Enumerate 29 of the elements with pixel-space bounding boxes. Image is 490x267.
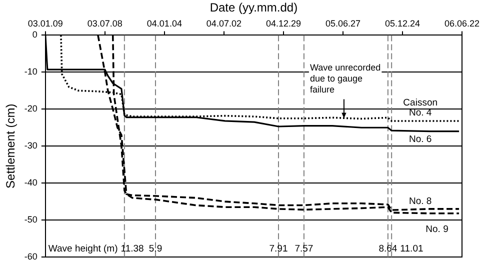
x-tick-label: 04.12.29 <box>266 18 301 28</box>
x-tick-label: 04.07.02 <box>206 18 242 28</box>
series-label: No. 8 <box>408 196 432 207</box>
x-tick-label: 05.06.27 <box>325 18 360 28</box>
series-label: Caisson No. 4 <box>403 98 438 119</box>
y-axis-title: Settlement (cm) <box>4 104 18 188</box>
ref-line-label: 7.91 <box>269 244 288 255</box>
annotation: Wave unrecorded due to gauge failure <box>310 62 381 95</box>
x-axis-title: Date (yy.mm.dd) <box>210 0 298 15</box>
series-label: No. 9 <box>426 224 448 236</box>
y-tick-label: -60 <box>24 251 38 262</box>
x-tick-label: 03.07.08 <box>87 18 122 28</box>
x-tick-label: 06.06.22 <box>444 18 480 28</box>
y-tick-label: -40 <box>24 178 38 188</box>
y-tick-label: -10 <box>24 66 38 77</box>
ref-line-label: 5.9 <box>148 244 162 255</box>
series-label: No. 6 <box>408 134 432 145</box>
ref-line-label: 11.01 <box>400 244 424 255</box>
y-tick-label: -30 <box>24 140 38 151</box>
ref-line-label: 11.38 <box>120 244 144 255</box>
ref-line-label: 8.64 <box>378 244 398 255</box>
y-tick-label: -50 <box>24 214 38 225</box>
x-tick-label: 03.01.09 <box>28 18 63 28</box>
annotation: Wave height (m) <box>48 244 118 255</box>
y-tick-label: 0 <box>32 30 38 40</box>
x-tick-label: 05.12.24 <box>384 18 420 28</box>
ref-line-label: 7.57 <box>294 244 314 255</box>
x-tick-label: 04.01.04 <box>146 18 182 28</box>
y-tick-label: -20 <box>24 104 38 114</box>
